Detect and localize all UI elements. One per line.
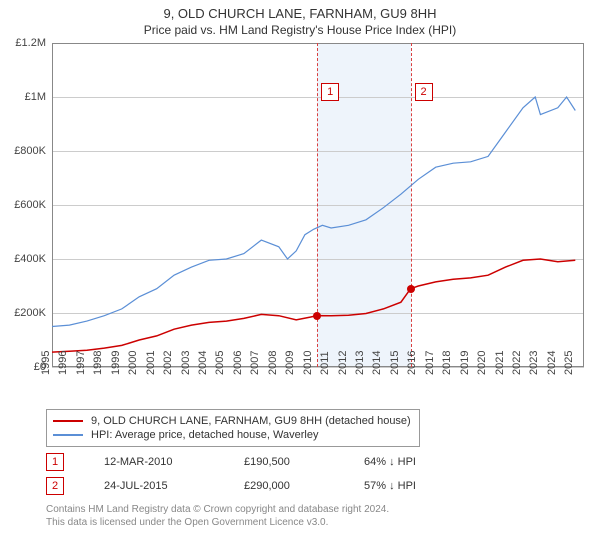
x-axis-label: 1999 xyxy=(110,351,122,375)
x-axis-label: 1997 xyxy=(75,351,87,375)
y-axis-label: £1M xyxy=(10,91,46,103)
legend-row: HPI: Average price, detached house, Wave… xyxy=(53,428,413,442)
x-axis-label: 2001 xyxy=(144,351,156,375)
x-axis-label: 2021 xyxy=(493,351,505,375)
y-axis-label: £800K xyxy=(10,145,46,157)
x-axis-label: 2025 xyxy=(563,351,575,375)
x-axis-label: 1996 xyxy=(57,351,69,375)
arrow-down-icon: ↓ xyxy=(389,480,395,492)
x-axis-label: 2005 xyxy=(214,351,226,375)
chart-title: 9, OLD CHURCH LANE, FARNHAM, GU9 8HH xyxy=(0,6,600,21)
transaction-pct: 57% ↓ HPI xyxy=(364,480,416,492)
x-axis-label: 2016 xyxy=(406,351,418,375)
x-axis-label: 2010 xyxy=(301,351,313,375)
x-axis-label: 2004 xyxy=(197,351,209,375)
plot-area: 12 xyxy=(52,43,584,367)
x-axis-label: 2000 xyxy=(127,351,139,375)
x-axis-label: 2003 xyxy=(179,351,191,375)
legend: 9, OLD CHURCH LANE, FARNHAM, GU9 8HH (de… xyxy=(46,409,420,447)
x-axis-label: 1995 xyxy=(40,351,52,375)
x-axis-label: 2022 xyxy=(511,351,523,375)
x-axis-label: 2015 xyxy=(389,351,401,375)
transaction-pct: 64% ↓ HPI xyxy=(364,456,416,468)
transaction-list: 1 12-MAR-2010 £190,500 64% ↓ HPI 2 24-JUL-201… xyxy=(0,453,600,495)
x-axis-label: 2008 xyxy=(267,351,279,375)
footer: Contains HM Land Registry data © Crown c… xyxy=(46,503,590,529)
transaction-price: £190,500 xyxy=(244,456,324,468)
x-axis-label: 2024 xyxy=(546,351,558,375)
transaction-marker-badge: 1 xyxy=(46,453,64,471)
chart-container: 9, OLD CHURCH LANE, FARNHAM, GU9 8HH Pri… xyxy=(0,0,600,560)
x-axis-label: 1998 xyxy=(92,351,104,375)
transaction-row: 2 24-JUL-2015 £290,000 57% ↓ HPI xyxy=(46,477,590,495)
transaction-date: 12-MAR-2010 xyxy=(104,456,204,468)
x-axis-label: 2017 xyxy=(423,351,435,375)
chart-area: 12£0£200K£400K£600K£800K£1M£1.2M19951996… xyxy=(10,43,590,403)
x-axis-label: 2023 xyxy=(528,351,540,375)
x-axis-label: 2009 xyxy=(284,351,296,375)
x-axis-label: 2006 xyxy=(232,351,244,375)
legend-swatch xyxy=(53,434,83,436)
transaction-date: 24-JUL-2015 xyxy=(104,480,204,492)
x-axis-label: 2012 xyxy=(336,351,348,375)
legend-label: 9, OLD CHURCH LANE, FARNHAM, GU9 8HH (de… xyxy=(91,415,411,427)
arrow-down-icon: ↓ xyxy=(389,456,395,468)
legend-row: 9, OLD CHURCH LANE, FARNHAM, GU9 8HH (de… xyxy=(53,414,413,428)
transaction-row: 1 12-MAR-2010 £190,500 64% ↓ HPI xyxy=(46,453,590,471)
transaction-marker-badge: 2 xyxy=(46,477,64,495)
transaction-price: £290,000 xyxy=(244,480,324,492)
chart-subtitle: Price paid vs. HM Land Registry's House … xyxy=(0,23,600,37)
x-axis-label: 2002 xyxy=(162,351,174,375)
series-hpi xyxy=(52,97,575,327)
x-axis-label: 2018 xyxy=(441,351,453,375)
legend-swatch xyxy=(53,420,83,422)
x-axis-label: 2013 xyxy=(354,351,366,375)
footer-line-1: Contains HM Land Registry data © Crown c… xyxy=(46,503,590,516)
footer-line-2: This data is licensed under the Open Gov… xyxy=(46,516,590,529)
x-axis-label: 2020 xyxy=(476,351,488,375)
title-block: 9, OLD CHURCH LANE, FARNHAM, GU9 8HH Pri… xyxy=(0,0,600,39)
x-axis-label: 2019 xyxy=(458,351,470,375)
y-axis-label: £400K xyxy=(10,253,46,265)
y-axis-label: £600K xyxy=(10,199,46,211)
x-axis-label: 2014 xyxy=(371,351,383,375)
series-property xyxy=(52,259,575,352)
x-axis-label: 2011 xyxy=(319,351,331,375)
legend-label: HPI: Average price, detached house, Wave… xyxy=(91,429,318,441)
y-axis-label: £200K xyxy=(10,307,46,319)
line-series-svg xyxy=(52,43,584,367)
x-axis-label: 2007 xyxy=(249,351,261,375)
y-axis-label: £1.2M xyxy=(10,37,46,49)
